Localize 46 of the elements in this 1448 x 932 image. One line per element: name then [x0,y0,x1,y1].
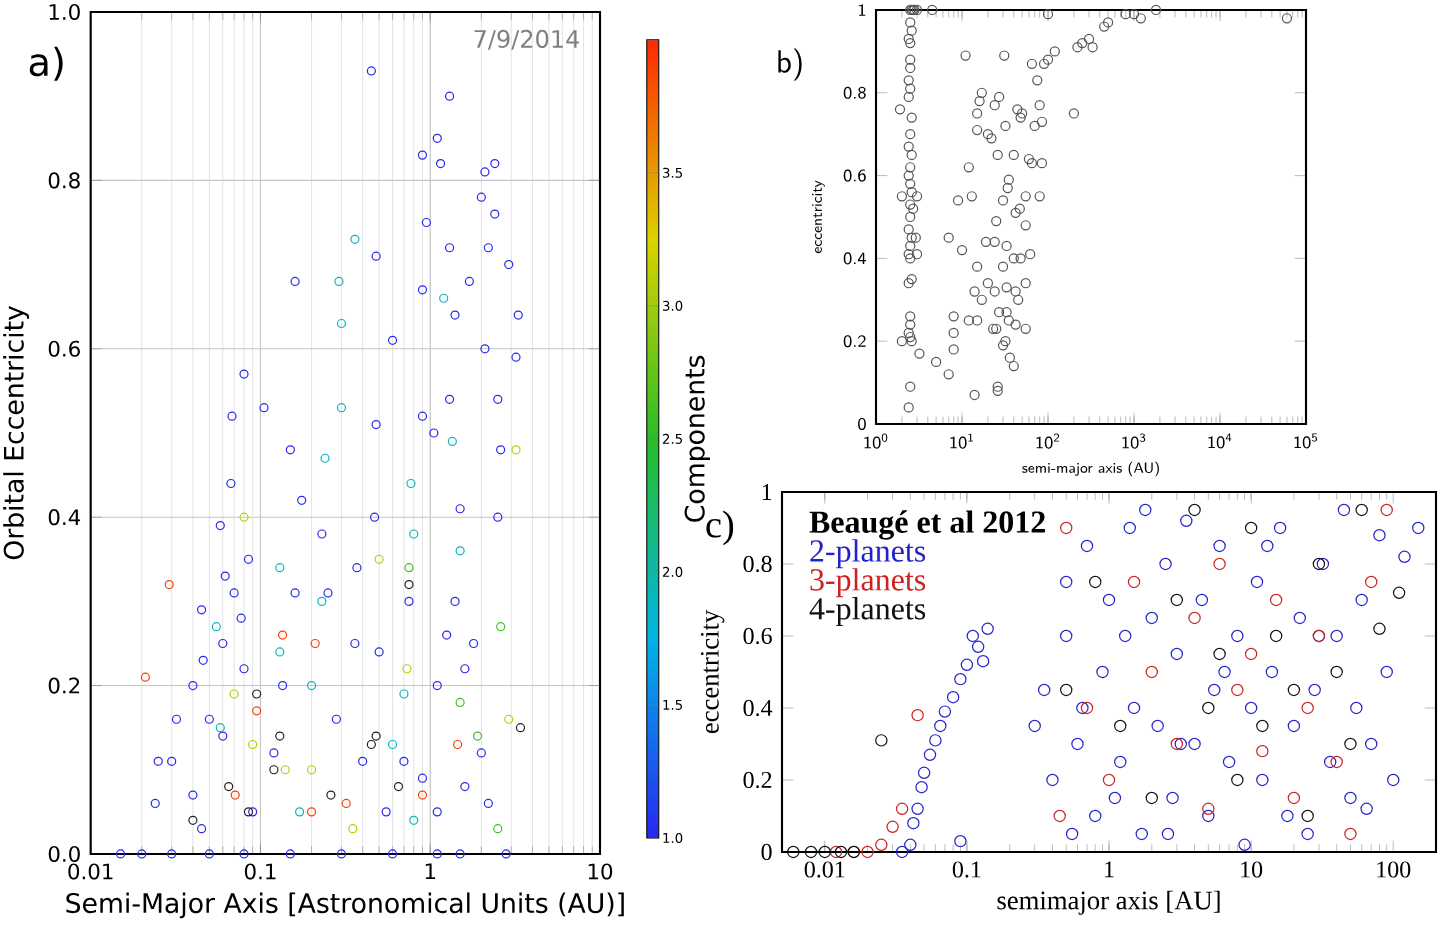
x-tick-label: 10 [588,863,613,880]
x-tick-label: 0.01 [68,863,113,880]
x-tick-label: 100 [1377,861,1411,878]
x-tick-label: 10$^{1}$ [950,433,973,449]
text: c) [706,510,734,546]
x-tick-label: 10$^{4}$ [1208,433,1232,449]
x-tick-label: 10 [1241,861,1263,878]
y-tick-label: 1 [858,4,866,16]
y-tick-label: 0.2 [843,335,866,348]
x-tick-label: 10$^{2}$ [1036,433,1060,449]
annotation: 7/9/2014 [474,29,580,50]
y-tick-label: 0.4 [843,252,867,265]
text: a) [29,46,63,81]
y-tick-label: 0.4 [48,509,81,526]
x-tick-label: 1 [425,863,436,879]
text: 4-planets [809,597,926,627]
y-tick-label: 0 [761,843,772,861]
text: 2-planets [810,539,926,569]
y-tick-label: 0.6 [48,340,80,357]
color-bar-title: Components [684,355,710,522]
y-axis-title: eccentricity [700,609,725,734]
y-tick-label: 0.2 [48,677,80,694]
x-tick-label: 0.1 [952,861,981,878]
x-tick-label: 0.1 [244,863,276,880]
x-tick-label: 10$^{5}$ [1294,433,1318,449]
y-tick-label: 1.0 [49,3,80,21]
x-axis-title: semimajor axis [AU] [997,890,1220,915]
legend-title: Beaugé et al 2012 [809,510,1045,540]
x-tick-label: 10$^{0}$ [864,433,888,449]
x-tick-label: 0.01 [804,861,845,878]
y-tick-label: 0.8 [843,86,866,99]
y-tick-label: 1 [762,484,772,500]
y-axis-title: Orbital Eccentricity [3,305,30,560]
y-tick-label: 0.8 [48,172,80,189]
y-tick-label: 0.2 [743,771,772,789]
x-axis-title: Semi-Major Axis [Astronomical Units (AU)] [66,892,624,919]
y-tick-label: 0.0 [48,845,80,863]
y-tick-label: 0.6 [743,627,772,645]
y-tick-label: 0.6 [843,169,866,182]
x-tick-label: 10$^{3}$ [1122,433,1146,449]
x-tick-label: 1 [1105,861,1114,878]
y-tick-label: 0.4 [743,699,773,717]
y-tick-label: 0.8 [743,555,772,573]
text: b) [778,48,802,81]
text: 3-planets [810,568,926,598]
y-tick-label: 0 [858,417,866,431]
